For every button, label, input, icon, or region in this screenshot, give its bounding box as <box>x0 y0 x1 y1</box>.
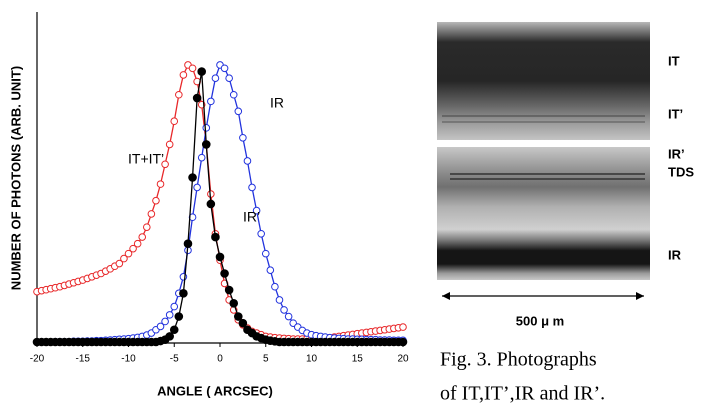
data-point <box>398 337 408 347</box>
data-point <box>211 74 220 82</box>
data-point <box>225 74 233 82</box>
data-point <box>165 140 174 149</box>
data-point <box>179 289 188 298</box>
data-point <box>138 233 147 241</box>
data-point <box>179 71 188 79</box>
photo-top <box>437 22 650 140</box>
series-line <box>37 71 403 343</box>
x-tick-label: 5 <box>263 354 269 365</box>
data-point <box>220 64 229 73</box>
x-tick-label: -20 <box>30 354 45 365</box>
data-point <box>129 244 137 253</box>
data-point <box>234 312 243 321</box>
data-point <box>234 107 243 116</box>
data-point <box>188 173 197 182</box>
data-point <box>120 254 128 263</box>
data-point <box>248 183 256 192</box>
photo-bottom <box>437 147 650 280</box>
series-annotation: IT+IT’ <box>128 151 164 167</box>
data-point <box>238 318 248 328</box>
data-point <box>152 196 160 205</box>
photo-label: IT <box>668 53 680 68</box>
x-tick-label: -5 <box>170 354 179 365</box>
data-point <box>183 239 193 248</box>
data-point <box>165 311 174 319</box>
data-point <box>156 322 165 331</box>
y-axis-label: NUMBER OF PHOTONS (ARB. UNIT) <box>8 66 23 290</box>
data-point <box>197 153 206 162</box>
caption-line: Fig. 3. Photographs <box>440 349 597 371</box>
series-annotation: IR <box>270 95 284 111</box>
data-point <box>261 249 270 258</box>
photo-label: TDS <box>668 164 694 179</box>
data-point <box>192 93 202 103</box>
data-point <box>115 259 124 268</box>
caption-line: of IT,IT’,IR and IR’. <box>440 383 605 405</box>
data-point <box>161 160 169 169</box>
data-point <box>147 210 156 218</box>
x-tick-label: 20 <box>397 354 409 365</box>
data-point <box>220 269 229 278</box>
data-point <box>206 199 216 209</box>
data-point <box>284 312 293 321</box>
data-point <box>175 90 183 99</box>
data-point <box>257 229 265 238</box>
data-point <box>197 67 206 76</box>
x-tick-label: 15 <box>352 354 364 365</box>
data-point <box>165 332 174 341</box>
data-point <box>207 97 215 106</box>
data-point <box>143 223 151 231</box>
series-annotation: IR’ <box>243 209 260 225</box>
data-point <box>170 117 179 126</box>
data-point <box>399 323 407 331</box>
data-point <box>202 124 211 132</box>
data-point <box>215 252 225 262</box>
data-point <box>201 140 211 149</box>
data-point <box>239 133 247 142</box>
photo-label: IR’ <box>668 146 685 161</box>
x-tick-label: -15 <box>76 354 91 365</box>
data-point <box>252 206 261 215</box>
data-point <box>133 239 142 248</box>
data-point <box>174 312 184 321</box>
data-point <box>266 266 275 274</box>
data-point <box>188 64 197 73</box>
data-point <box>211 232 220 242</box>
data-point <box>156 180 165 188</box>
data-point <box>124 249 133 258</box>
data-point <box>224 285 234 295</box>
photographs: IT IT’ IR’ TDS IR 500 μ m <box>437 22 694 328</box>
photo-label: IR <box>668 247 682 262</box>
x-axis-label: ANGLE ( ARCSEC) <box>157 383 273 398</box>
series-line <box>37 63 403 343</box>
data-point <box>161 317 169 326</box>
scale-label: 500 μ m <box>516 313 564 328</box>
data-point <box>193 183 201 192</box>
photo-label: IT’ <box>668 106 683 121</box>
data-point <box>243 157 252 165</box>
data-point <box>280 306 288 314</box>
data-point <box>229 298 239 308</box>
data-point <box>170 302 179 311</box>
series-line <box>36 63 404 340</box>
data-point <box>169 325 179 335</box>
x-tick-label: 0 <box>217 354 223 365</box>
data-point <box>271 282 279 291</box>
x-tick-label: 10 <box>306 354 318 365</box>
data-point <box>229 90 238 99</box>
data-point <box>275 296 284 304</box>
x-tick-label: -10 <box>121 354 136 365</box>
